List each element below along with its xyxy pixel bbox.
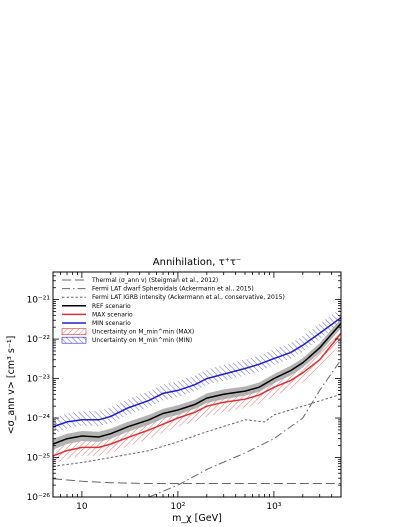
legend-label: Fermi LAT IGRB intensity (Ackermann et a… [92,294,285,301]
legend-item-max-band: Uncertainty on M_min^min (MAX) [61,328,194,336]
y-tick-label: 10⁻²⁴ [27,414,51,424]
y-tick-label: 10⁻²² [27,335,51,345]
y-tick-label: 10⁻²⁵ [27,454,51,464]
y-tick-label: 10⁻²³ [27,375,51,385]
legend: Thermal ⟨σ_ann v⟩ (Steigman et al., 2012… [61,277,285,344]
y-axis-title: <σ_ann v> [cm³ s⁻¹] [6,336,17,435]
thermal-line [53,478,341,484]
axis-ticks [52,271,342,498]
legend-item-max-line: MAX scenario [62,311,133,318]
legend-label: REF scenario [92,303,131,310]
x-axis-title: m_χ [GeV] [172,513,222,524]
igrb-limit-line [53,393,341,467]
legend-label: MIN scenario [92,320,131,327]
x-tick-labels: 10 10² 10³ [76,502,282,512]
legend-label: Uncertainty on M_min^min (MAX) [92,329,194,336]
y-tick-labels: 10⁻²⁶ 10⁻²⁵ 10⁻²⁴ 10⁻²³ 10⁻²² 10⁻²¹ [27,296,51,503]
legend-item-dsph-limit-line: Fermi LAT dwarf Spheroidals (Ackermann e… [62,286,254,293]
band-max [53,327,341,464]
legend-item-ref-line: REF scenario [62,303,131,310]
max-line [53,332,341,457]
legend-label: Uncertainty on M_min^min (MIN) [92,337,192,344]
y-tick-label: 10⁻²¹ [27,296,51,306]
legend-item-thermal-line: Thermal ⟨σ_ann v⟩ (Steigman et al., 2012… [62,277,218,284]
x-tick-label: 10³ [266,502,281,512]
legend-item-igrb-limit-line: Fermi LAT IGRB intensity (Ackermann et a… [62,294,285,301]
band-min [53,308,341,434]
legend-label: Thermal ⟨σ_ann v⟩ (Steigman et al., 2012… [91,277,218,284]
min-line [53,316,341,428]
legend-item-min-band: Uncertainty on M_min^min (MIN) [61,336,192,344]
legend-swatch [61,336,87,344]
legend-label: Fermi LAT dwarf Spheroidals (Ackermann e… [92,286,254,293]
ref-line [53,322,341,445]
y-tick-label: 10⁻²⁶ [27,493,51,503]
x-tick-label: 10 [76,502,88,512]
legend-item-min-line: MIN scenario [62,320,131,327]
series-lines [53,316,341,497]
chart-title: Annihilation, τ⁺τ⁻ [153,257,241,268]
dsph-limit-line [148,359,341,497]
legend-label: MAX scenario [92,311,133,318]
x-tick-label: 10² [170,502,185,512]
legend-swatch [61,328,87,335]
